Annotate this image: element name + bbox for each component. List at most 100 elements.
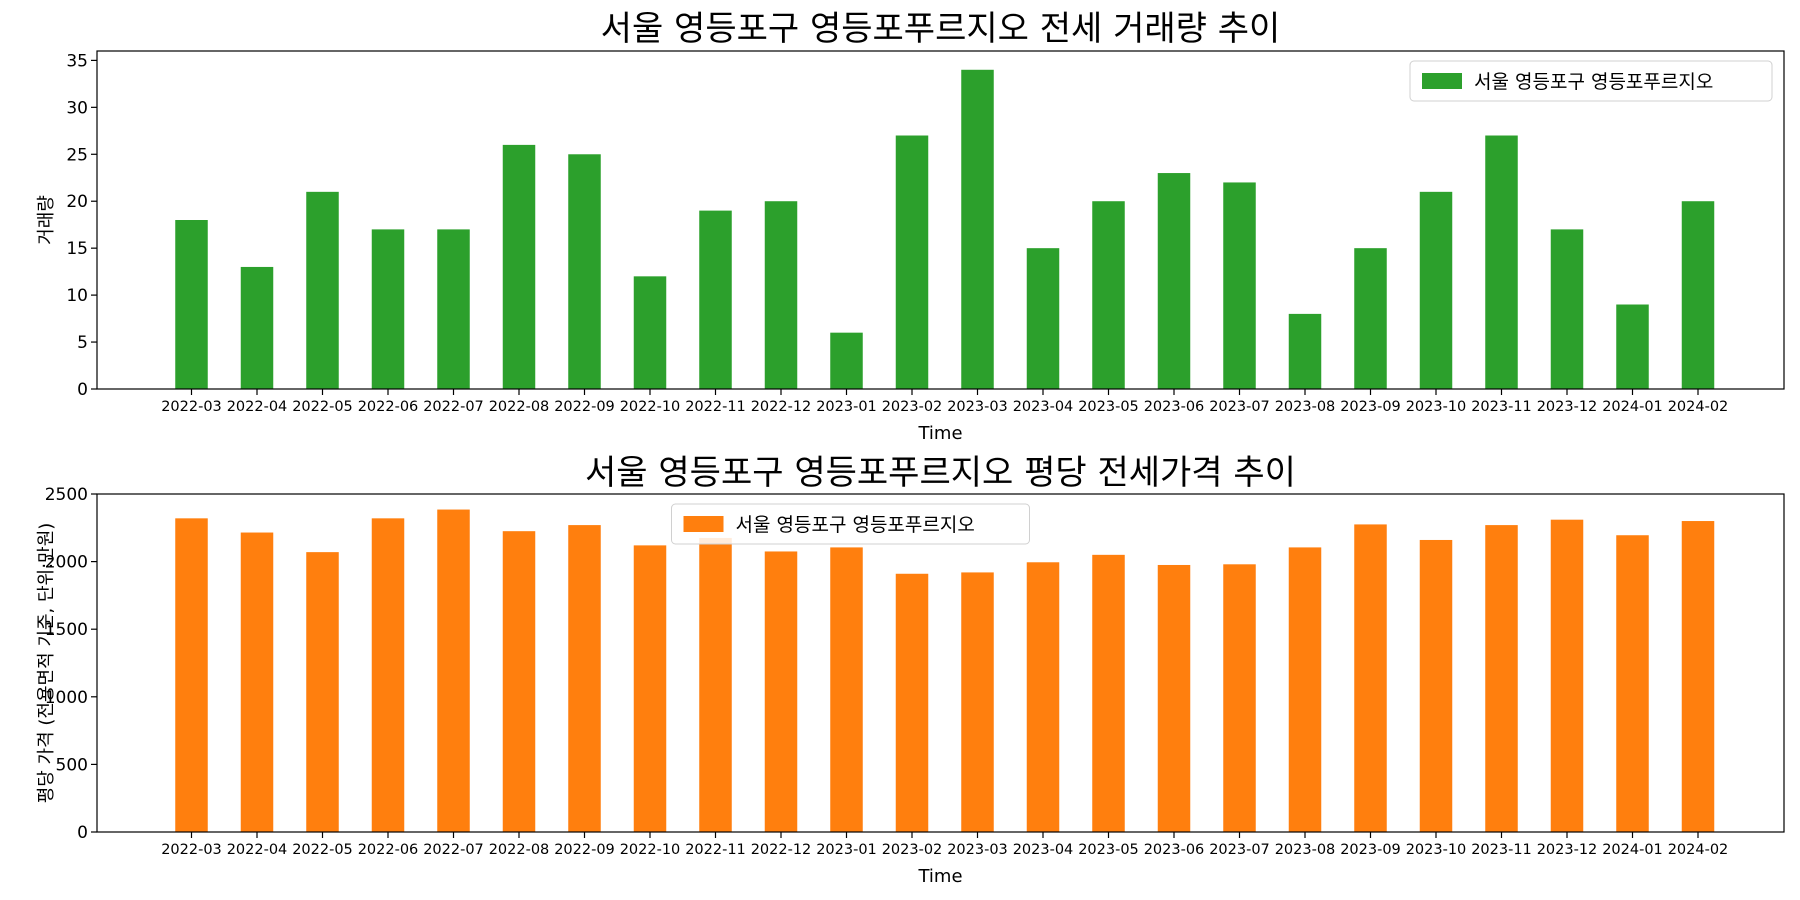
- legend-box: [1409, 60, 1773, 102]
- x-tick-label: 2022-07: [423, 399, 484, 415]
- legend-label: 서울 영등포구 영등포푸르지오: [736, 514, 975, 536]
- price-per-pyeong-chart: 서울 영등포구 영등포푸르지오 평당 전세가격 추이 0 500 1000 1500 20…: [36, 453, 1785, 887]
- bar-2024-02: [1681, 521, 1715, 832]
- bar-2023-06: [1157, 173, 1191, 389]
- chart-title: 서울 영등포구 영등포푸르지오 전세 거래량 추이: [601, 9, 1281, 49]
- x-tick-label: 2024-01: [1602, 399, 1663, 415]
- x-tick-label: 2022-11: [685, 842, 746, 858]
- x-tick-label: 2023-12: [1537, 399, 1598, 415]
- x-tick-label: 2022-06: [358, 399, 419, 415]
- y-tick-label: 5: [77, 333, 88, 353]
- x-tick-label: 2023-05: [1078, 399, 1139, 415]
- x-tick-label: 2022-06: [358, 842, 419, 858]
- bar-2022-10: [633, 276, 667, 389]
- x-tick-label: 2022-08: [489, 399, 550, 415]
- x-tick-label: 2022-07: [423, 842, 484, 858]
- bar-2022-05: [306, 191, 339, 389]
- x-tick-label: 2023-10: [1406, 399, 1467, 415]
- x-tick-label: 2024-02: [1668, 842, 1729, 858]
- bar-2023-08: [1288, 547, 1322, 832]
- plot-frame: [96, 493, 1785, 833]
- bar-2022-04: [240, 532, 274, 832]
- bar-2023-02: [895, 573, 929, 832]
- y-tick-label: 20: [66, 192, 88, 212]
- legend-box: [671, 503, 1030, 545]
- bar-2022-03: [175, 220, 208, 389]
- x-tick-label: 2022-10: [620, 399, 681, 415]
- bar-2022-08: [502, 144, 536, 389]
- x-axis-label: Time: [917, 423, 962, 444]
- y-axis-label: 평당 가격 (전용면적 기준, 단위:만원): [36, 523, 57, 804]
- x-tick-label: 2023-01: [816, 399, 877, 415]
- y-tick-label: 10: [66, 286, 88, 306]
- bar-2023-01: [830, 332, 863, 389]
- y-tick-label: 25: [66, 145, 88, 165]
- x-axis-label: Time: [917, 866, 962, 887]
- bar-2023-12: [1550, 229, 1584, 389]
- x-tick-label: 2023-04: [1013, 399, 1074, 415]
- x-tick-label: 2023-04: [1013, 842, 1074, 858]
- y-tick-label: 2500: [45, 485, 88, 505]
- bar-2023-04: [1026, 248, 1060, 389]
- chart-title: 서울 영등포구 영등포푸르지오 평당 전세가격 추이: [585, 453, 1296, 493]
- bar-2023-09: [1354, 524, 1387, 832]
- x-tick-label: 2023-03: [947, 842, 1008, 858]
- x-tick-label: 2023-03: [947, 399, 1008, 415]
- y-axis-label: 거래량: [36, 195, 57, 245]
- bar-2023-02: [895, 135, 929, 389]
- x-tick-label: 2023-08: [1275, 842, 1336, 858]
- bar-2022-08: [502, 531, 536, 832]
- bar-2023-08: [1288, 313, 1322, 389]
- bar-2023-10: [1419, 191, 1453, 389]
- bar-2023-12: [1550, 519, 1584, 832]
- bar-2022-12: [764, 551, 798, 832]
- bar-2023-11: [1485, 525, 1518, 832]
- x-tick-label: 2023-09: [1340, 399, 1401, 415]
- bar-2022-06: [371, 229, 405, 389]
- transaction-volume-chart: 서울 영등포구 영등포푸르지오 전세 거래량 추이 0 5 10 15 20 25 30 35 2…: [36, 9, 1785, 444]
- bar-2023-01: [830, 547, 863, 832]
- y-tick-label: 30: [66, 98, 88, 118]
- x-tick-label: 2022-09: [554, 842, 615, 858]
- bar-2023-03: [961, 572, 994, 832]
- bar-2022-11: [699, 210, 732, 389]
- bar-2023-06: [1157, 564, 1191, 832]
- y-tick-label: 1000: [45, 688, 88, 708]
- x-tick-label: 2022-05: [292, 842, 353, 858]
- x-tick-label: 2023-08: [1275, 399, 1336, 415]
- bar-2022-09: [568, 525, 601, 832]
- legend: 서울 영등포구 영등포푸르지오: [671, 503, 1030, 545]
- x-tick-label: 2023-02: [882, 842, 943, 858]
- bar-2024-01: [1616, 535, 1649, 832]
- bar-2022-12: [764, 201, 798, 389]
- y-tick-label: 1500: [45, 620, 88, 640]
- x-tick-label: 2022-10: [620, 842, 681, 858]
- bar-2022-09: [568, 154, 601, 389]
- bar-2024-01: [1616, 304, 1649, 389]
- bar-2023-09: [1354, 248, 1387, 389]
- bar-2023-11: [1485, 135, 1518, 389]
- bar-2022-10: [633, 545, 667, 832]
- bar-2024-02: [1681, 201, 1715, 389]
- bar-2023-05: [1092, 201, 1125, 389]
- y-tick-label: 35: [66, 51, 88, 71]
- bar-2022-06: [371, 518, 405, 832]
- y-tick-label: 15: [66, 239, 88, 259]
- x-tick-label: 2023-11: [1471, 399, 1532, 415]
- legend-swatch: [683, 516, 724, 532]
- x-tick-label: 2023-09: [1340, 842, 1401, 858]
- x-tick-label: 2023-07: [1209, 842, 1270, 858]
- bar-2022-11: [699, 537, 732, 832]
- legend: 서울 영등포구 영등포푸르지오: [1409, 60, 1773, 102]
- x-tick-label: 2023-05: [1078, 842, 1139, 858]
- y-tick-label: 500: [56, 755, 88, 775]
- x-tick-label: 2022-03: [161, 399, 222, 415]
- bar-2023-05: [1092, 554, 1125, 832]
- x-tick-label: 2022-08: [489, 842, 550, 858]
- bar-2023-07: [1223, 564, 1256, 832]
- plot-frame: [96, 50, 1785, 390]
- x-tick-label: 2022-03: [161, 842, 222, 858]
- x-tick-label: 2024-01: [1602, 842, 1663, 858]
- x-tick-label: 2023-06: [1144, 399, 1205, 415]
- bar-2023-07: [1223, 182, 1256, 389]
